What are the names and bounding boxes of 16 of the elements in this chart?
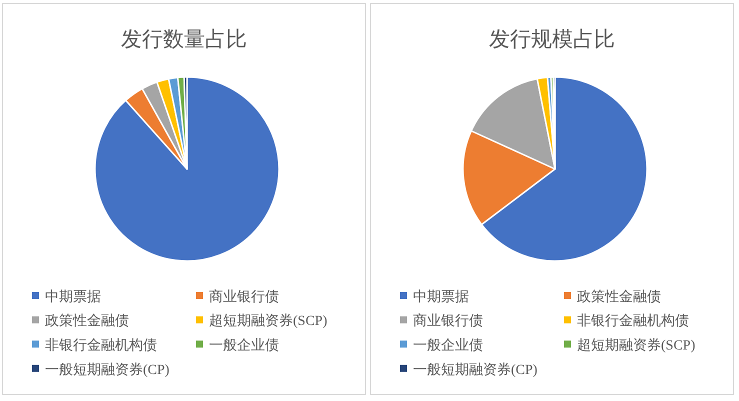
legend-label: 非银行金融机构债 — [45, 338, 157, 354]
legend-label: 政策性金融债 — [577, 288, 661, 305]
legend-label: 政策性金融债 — [45, 313, 129, 330]
legend-label: 非银行金融机构债 — [577, 313, 689, 330]
legend-label: 商业银行债 — [209, 288, 279, 305]
legend-label: 一般短期融资券(CP) — [413, 362, 538, 378]
legend-label: 超短期融资券(SCP) — [209, 313, 328, 330]
legend-label: 一般企业债 — [413, 338, 483, 354]
legend-label: 中期票据 — [413, 288, 469, 305]
legend-label: 商业银行债 — [413, 313, 483, 330]
legend-label: 中期票据 — [45, 288, 101, 305]
legend-label: 一般企业债 — [209, 338, 279, 354]
legend-label: 超短期融资券(SCP) — [577, 338, 696, 354]
chart-title: 发行规模占比 — [489, 27, 615, 51]
legend-label: 一般短期融资券(CP) — [45, 362, 170, 378]
chart-title: 发行数量占比 — [121, 27, 247, 51]
